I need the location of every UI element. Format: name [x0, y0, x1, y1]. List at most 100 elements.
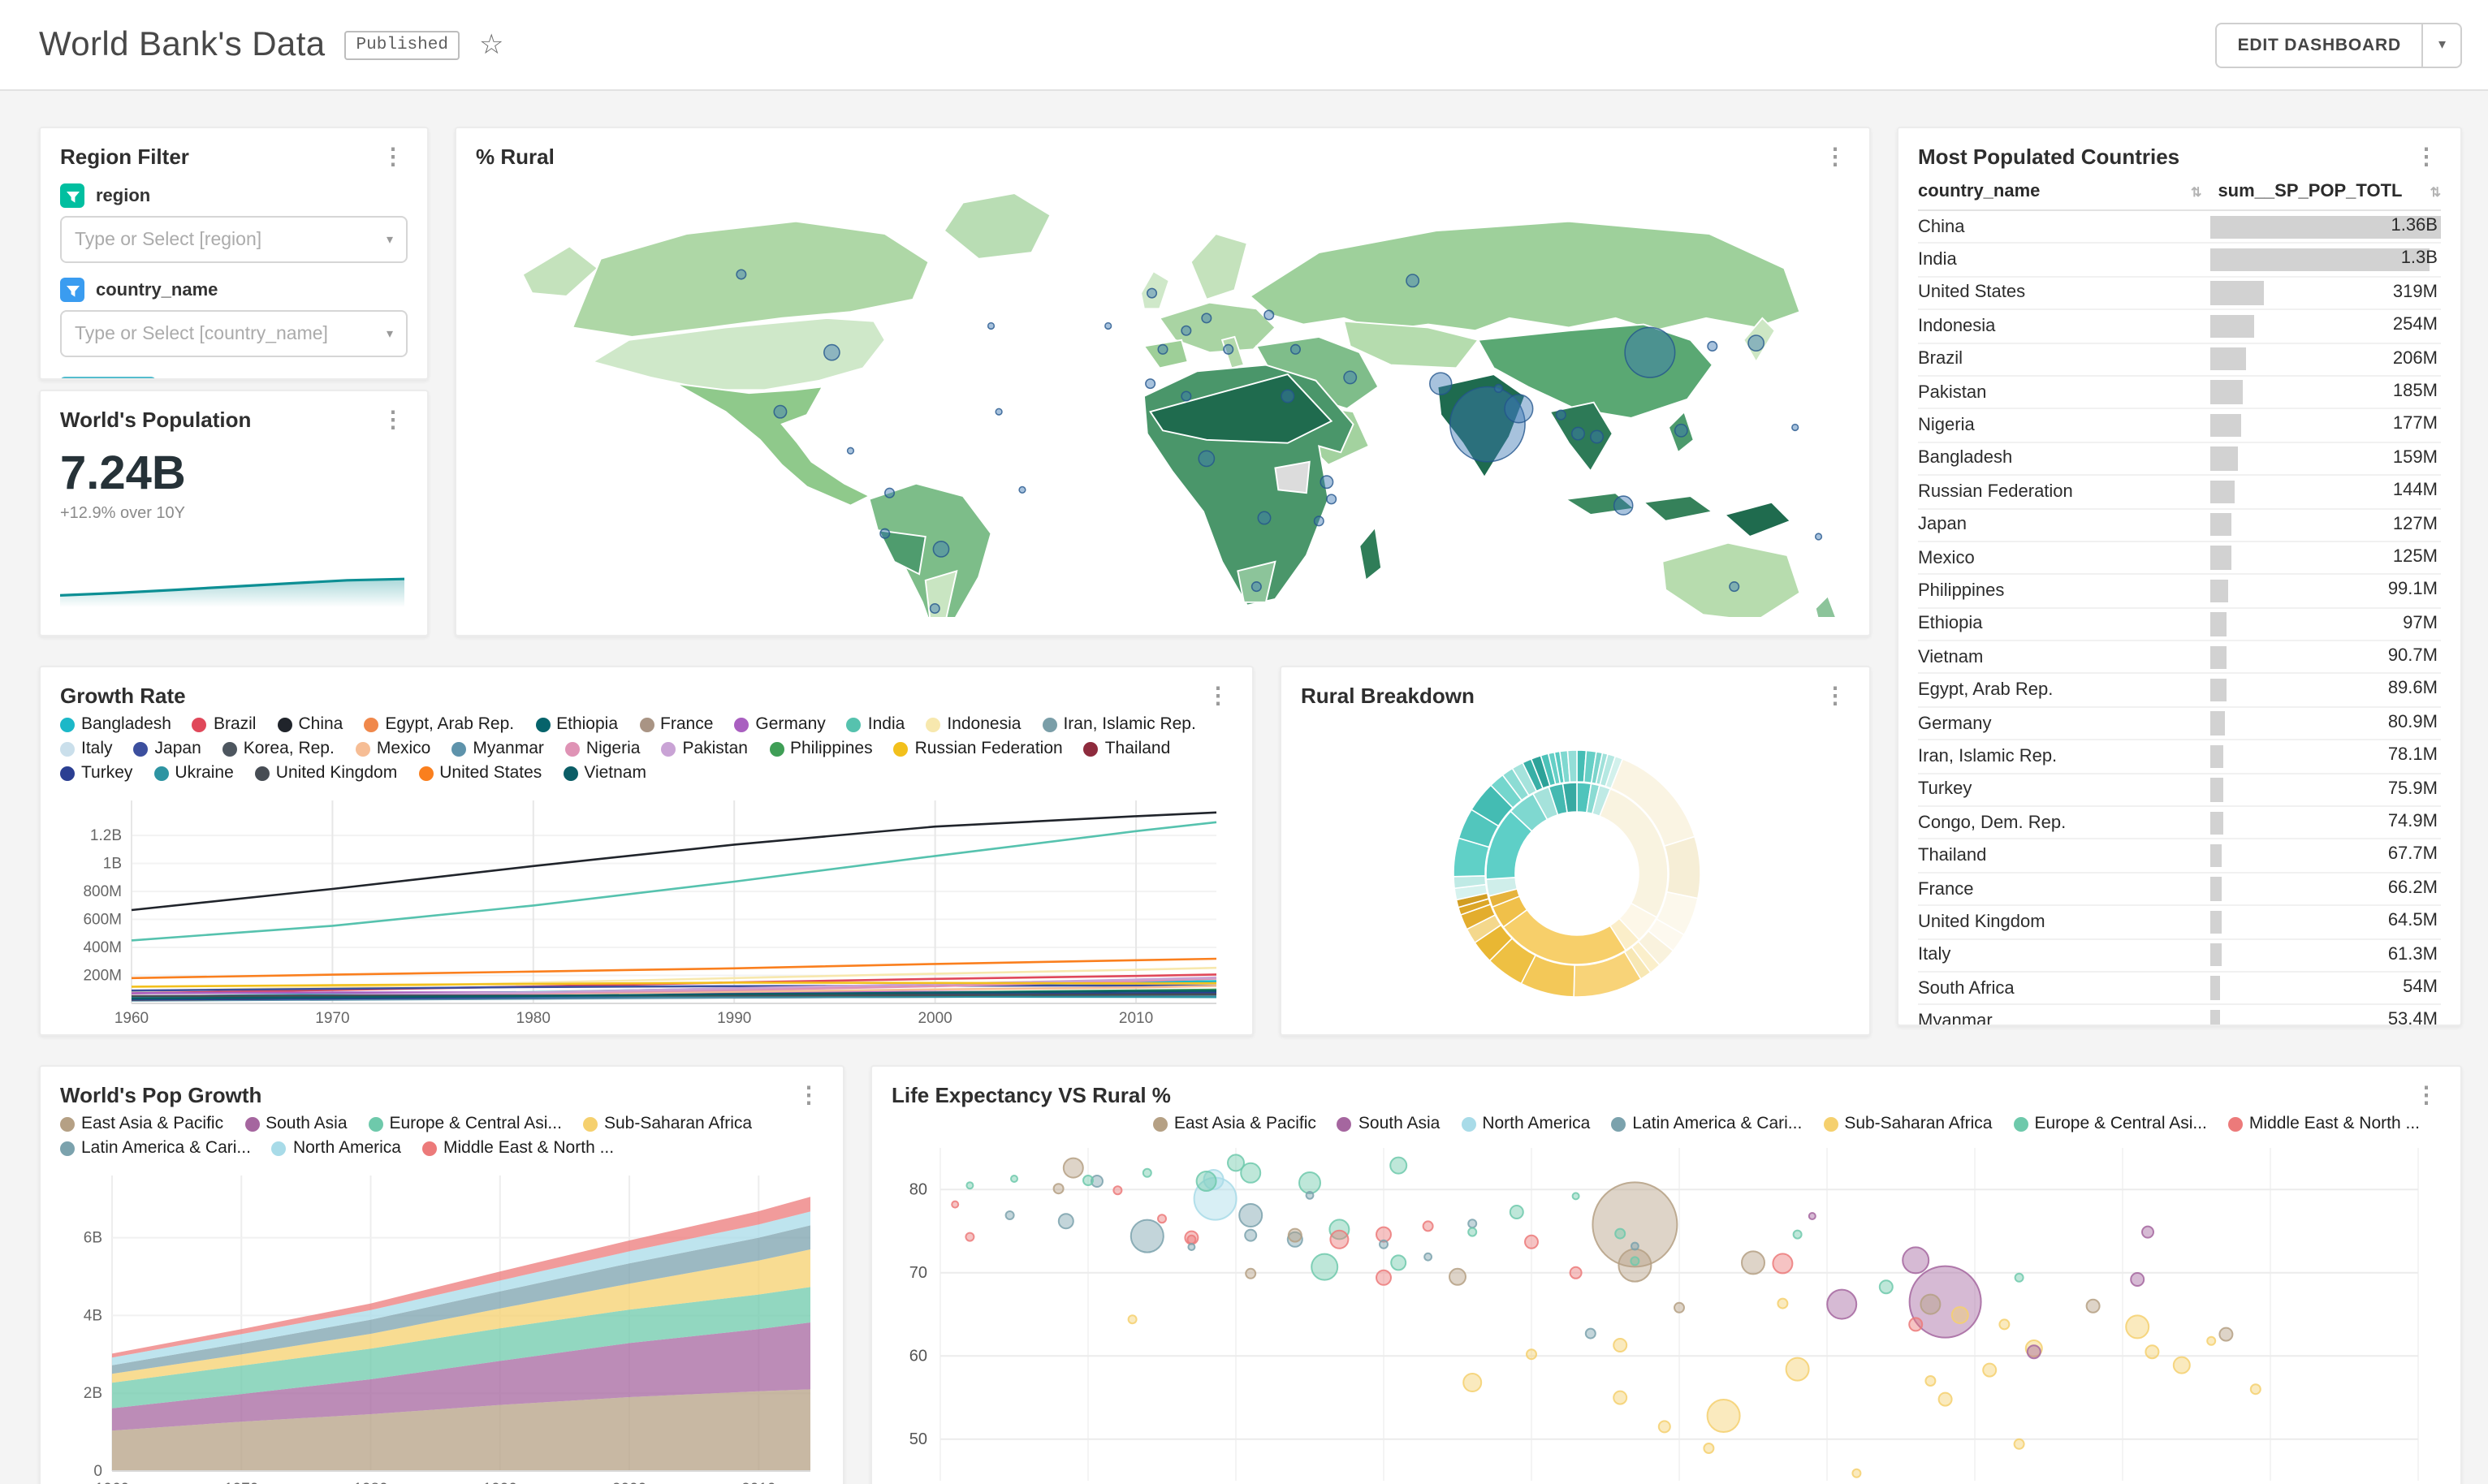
rural-breakdown-sunburst[interactable] — [1301, 714, 1853, 1026]
value-bar — [2210, 910, 2222, 934]
kebab-menu-icon[interactable]: ⋮ — [1207, 682, 1229, 708]
legend-label: South Asia — [266, 1114, 348, 1133]
legend-item[interactable]: East Asia & Pacific — [1152, 1114, 1316, 1133]
growth-rate-chart[interactable]: 1.2B 1B 800M 600M 400M 200M 1960 1970 1980 1990 20… — [60, 791, 1229, 1026]
legend-item[interactable]: Indonesia — [926, 714, 1021, 734]
rural-map-card: % Rural ⋮ — [455, 127, 1871, 636]
kebab-menu-icon[interactable]: ⋮ — [1824, 682, 1847, 708]
kebab-menu-icon[interactable]: ⋮ — [2415, 1081, 2438, 1107]
kebab-menu-icon[interactable]: ⋮ — [382, 406, 404, 432]
population-delta: +12.9% over 10Y — [60, 505, 185, 523]
legend-item[interactable]: Brazil — [192, 714, 256, 734]
legend-item[interactable]: Iran, Islamic Rep. — [1042, 714, 1196, 734]
legend-item[interactable]: Italy — [60, 739, 113, 758]
table-row: Ethiopia 97M — [1918, 608, 2441, 642]
svg-text:800M: 800M — [83, 883, 122, 900]
legend-item[interactable]: United States — [418, 763, 542, 783]
legend-item[interactable]: Europe & Central Asi... — [368, 1114, 562, 1133]
legend-label: Korea, Rep. — [243, 739, 335, 758]
table-row: United Kingdom 64.5M — [1918, 906, 2441, 940]
legend-item[interactable]: India — [846, 714, 905, 734]
legend-item[interactable]: South Asia — [244, 1114, 348, 1133]
legend-item[interactable]: Japan — [133, 739, 201, 758]
value-bar — [2210, 943, 2222, 967]
legend-label: East Asia & Pacific — [81, 1114, 224, 1133]
legend-item[interactable]: Bangladesh — [60, 714, 171, 734]
legend-item[interactable]: Nigeria — [564, 739, 640, 758]
legend-item[interactable]: Vietnam — [563, 763, 646, 783]
legend-item[interactable]: North America — [1461, 1114, 1590, 1133]
published-badge[interactable]: Published — [344, 30, 460, 59]
legend-label: Sub-Saharan Africa — [603, 1114, 753, 1133]
edit-dashboard-button[interactable]: EDIT DASHBOARD — [2214, 22, 2424, 67]
kebab-menu-icon[interactable]: ⋮ — [1824, 143, 1847, 169]
value-bar — [2210, 811, 2224, 835]
legend-item[interactable]: Philippines — [769, 739, 873, 758]
card-title: World's Pop Growth — [60, 1083, 262, 1107]
table-row: Nigeria 177M — [1918, 410, 2441, 443]
legend-item[interactable]: China — [277, 714, 343, 734]
world-map[interactable] — [476, 175, 1850, 617]
kebab-menu-icon[interactable]: ⋮ — [2415, 143, 2438, 169]
value-bar — [2210, 480, 2235, 504]
legend-label: United States — [439, 763, 542, 783]
value-bar — [2210, 1009, 2220, 1025]
pop-growth-card: World's Pop Growth ⋮ East Asia & Pacific… — [39, 1065, 844, 1484]
apply-button[interactable]: APPLY — [60, 377, 156, 378]
legend-item[interactable]: South Asia — [1337, 1114, 1440, 1133]
legend-item[interactable]: Ethiopia — [535, 714, 618, 734]
legend-item[interactable]: Germany — [734, 714, 826, 734]
table-row: Pakistan 185M — [1918, 377, 2441, 410]
legend-item[interactable]: East Asia & Pacific — [60, 1114, 223, 1133]
legend-label: Philippines — [790, 739, 873, 758]
legend-label: Japan — [154, 739, 201, 758]
legend-label: Sub-Saharan Africa — [1844, 1114, 1993, 1133]
legend-item[interactable]: Turkey — [60, 763, 132, 783]
legend-item[interactable]: Thailand — [1083, 739, 1170, 758]
pop-growth-chart[interactable]: 1960 1970 1980 1990 2000 2010 6B 4B 2B 0 — [60, 1166, 823, 1484]
card-title: Rural Breakdown — [1301, 684, 1475, 708]
legend-label: Indonesia — [947, 714, 1022, 734]
legend-item[interactable]: Latin America & Cari... — [1611, 1114, 1802, 1133]
legend-item[interactable]: Ukraine — [153, 763, 234, 783]
column-header-population[interactable]: sum__SP_POP_TOTL ⇅ — [2218, 182, 2441, 201]
legend-label: Myanmar — [473, 739, 544, 758]
legend-item[interactable]: Russian Federation — [893, 739, 1063, 758]
legend-item[interactable]: France — [639, 714, 713, 734]
svg-text:2000: 2000 — [612, 1481, 646, 1484]
kebab-menu-icon[interactable]: ⋮ — [382, 143, 404, 169]
legend-item[interactable]: Middle East & North ... — [422, 1138, 614, 1158]
chevron-down-icon: ▾ — [386, 326, 393, 341]
legend-item[interactable]: Pakistan — [661, 739, 748, 758]
legend-item[interactable]: Korea, Rep. — [222, 739, 335, 758]
table-header: country_name ⇅ sum__SP_POP_TOTL ⇅ — [1918, 175, 2441, 211]
legend-label: Iran, Islamic Rep. — [1063, 714, 1196, 734]
legend-item[interactable]: Sub-Saharan Africa — [1823, 1114, 1992, 1133]
kebab-menu-icon[interactable]: ⋮ — [797, 1081, 820, 1107]
header-menu-caret-icon[interactable]: ▾ — [2423, 22, 2462, 67]
favorite-star-icon[interactable]: ☆ — [478, 29, 504, 60]
legend-label: France — [660, 714, 714, 734]
legend-item[interactable]: Egypt, Arab Rep. — [364, 714, 514, 734]
legend-item[interactable]: United Kingdom — [254, 763, 397, 783]
legend-label: Latin America & Cari... — [1632, 1114, 1803, 1133]
legend-item[interactable]: Sub-Saharan Africa — [582, 1114, 753, 1133]
legend-item[interactable]: Mexico — [355, 739, 430, 758]
legend-item[interactable]: Middle East & North ... — [2227, 1114, 2420, 1133]
value-bar — [2210, 877, 2222, 901]
value-bar — [2210, 645, 2227, 669]
legend-item[interactable]: Latin America & Cari... — [60, 1138, 251, 1158]
country-select[interactable]: Type or Select [country_name] ▾ — [60, 310, 408, 357]
legend-item[interactable]: Myanmar — [451, 739, 544, 758]
legend-item[interactable]: Europe & Central Asi... — [2013, 1114, 2207, 1133]
region-select[interactable]: Type or Select [region] ▾ — [60, 216, 408, 263]
life-expectancy-chart[interactable]: 80 70 60 50 — [892, 1141, 2434, 1484]
sort-icon: ⇅ — [2430, 184, 2441, 199]
svg-text:1980: 1980 — [516, 1010, 551, 1026]
column-header-country[interactable]: country_name ⇅ — [1918, 182, 2202, 201]
svg-text:6B: 6B — [84, 1230, 102, 1247]
map-bubbles — [736, 269, 1823, 615]
legend-item[interactable]: North America — [271, 1138, 401, 1158]
sort-icon: ⇅ — [2191, 184, 2202, 199]
population-card: World's Population ⋮ 7.24B +12.9% over 1… — [39, 390, 429, 636]
